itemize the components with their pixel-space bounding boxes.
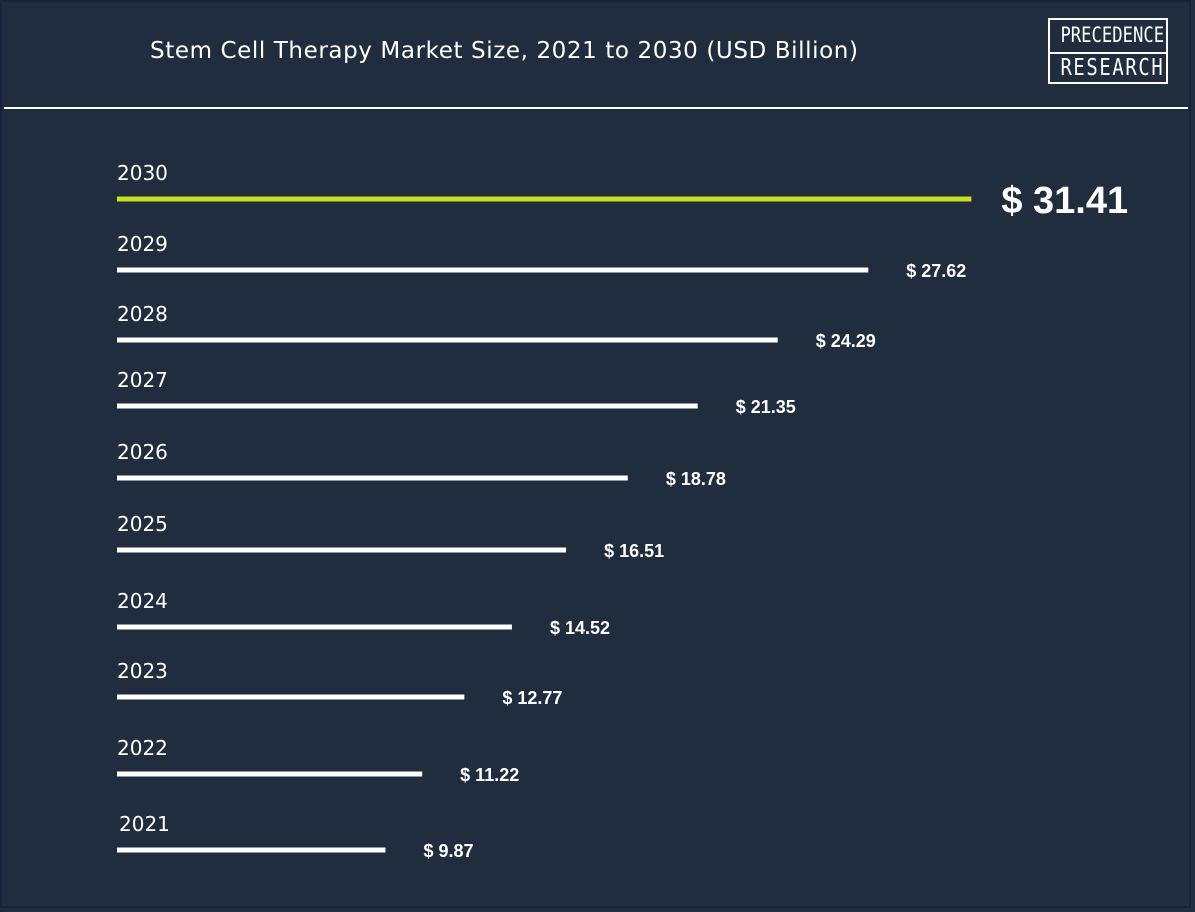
year-label-2021: 2021	[119, 812, 170, 836]
year-label-2022: 2022	[117, 736, 168, 760]
header-divider	[4, 107, 1188, 109]
year-label-2024: 2024	[117, 589, 168, 613]
bar-2028	[117, 337, 778, 343]
value-label-2023: $ 12.77	[502, 688, 562, 708]
bar-2027	[117, 403, 698, 409]
bar-2026	[117, 475, 628, 481]
value-label-2028: $ 24.29	[816, 331, 876, 351]
value-label-2024: $ 14.52	[550, 618, 610, 638]
value-label-2021: $ 9.87	[423, 841, 473, 861]
value-label-2026: $ 18.78	[666, 469, 726, 489]
year-label-2023: 2023	[117, 659, 168, 683]
logo-line-1: PRECEDENCE	[1060, 23, 1165, 47]
logo-separator	[1050, 52, 1166, 54]
bar-2021	[117, 847, 386, 853]
value-label-2022: $ 11.22	[460, 765, 519, 785]
year-label-2029: 2029	[117, 232, 168, 256]
brand-logo: PRECEDENCE RESEARCH	[1048, 18, 1168, 84]
bar-2030	[117, 196, 972, 202]
bar-2025	[117, 547, 567, 553]
value-label-2030: $ 31.41	[1001, 180, 1128, 222]
value-label-2029: $ 27.62	[906, 261, 966, 281]
value-label-2027: $ 21.35	[736, 397, 796, 417]
year-label-2025: 2025	[117, 512, 168, 536]
logo-line-2: RESEARCH	[1060, 55, 1165, 81]
chart-header: Stem Cell Therapy Market Size, 2021 to 2…	[0, 0, 1195, 108]
value-label-2025: $ 16.51	[604, 541, 664, 561]
bar-2023	[117, 694, 465, 700]
year-label-2030: 2030	[117, 161, 168, 185]
bar-2024	[117, 624, 512, 630]
year-label-2027: 2027	[117, 368, 168, 392]
year-label-2026: 2026	[117, 440, 168, 464]
bar-2022	[117, 771, 423, 777]
bar-2029	[117, 267, 869, 273]
year-label-2028: 2028	[117, 302, 168, 326]
chart-title: Stem Cell Therapy Market Size, 2021 to 2…	[150, 38, 859, 64]
